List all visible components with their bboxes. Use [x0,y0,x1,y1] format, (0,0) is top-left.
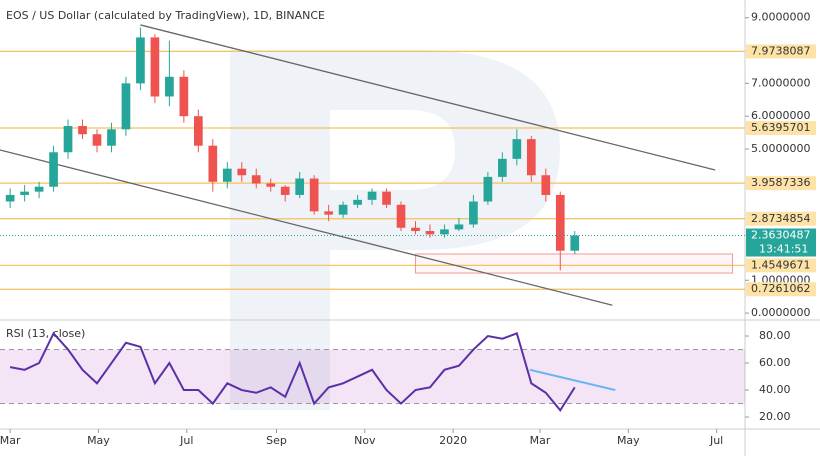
level-label-bg [746,258,816,273]
x-tick-label: 2020 [439,434,467,447]
level-label-bg [746,176,816,191]
x-tick-label: Jul [179,434,193,447]
candle-body [136,37,145,84]
x-tick-label: Mar [0,434,21,447]
candle-body [150,37,160,97]
candle-body [165,76,174,97]
y-tick-label: 5.0000000 [751,142,811,155]
candle-body [469,201,478,225]
candle-body [411,227,420,232]
candle-body [280,186,290,195]
level-label: 1.4549671 [751,258,811,271]
candle-body [208,145,218,182]
level-label: 2.8734854 [751,212,811,225]
y-tick-label: 60.00 [759,356,791,369]
candle-body [555,194,565,251]
x-tick-label: Mar [530,434,551,447]
y-tick-label: 80.00 [759,329,791,342]
candle-body [222,168,232,182]
candle-body [570,235,580,251]
candle-body [34,186,44,192]
candle-body [92,134,102,146]
level-label: 3.9587336 [751,176,811,189]
x-tick-label: May [617,434,640,447]
candle-body [266,183,276,187]
candle-body [63,126,73,153]
candle-body [251,175,261,184]
level-label-bg [746,211,816,226]
x-tick-label: Jul [709,434,723,447]
candle-body [324,211,333,215]
last-price-label: 2.3630487 [751,229,811,242]
level-label: 0.7261062 [751,282,811,295]
y-tick-label: 7.0000000 [751,76,811,89]
candle-body [382,191,391,205]
candle-body [295,178,305,195]
trend-line [0,149,613,306]
candle-body [5,194,15,202]
level-label: 5.6395701 [751,121,811,134]
countdown-label: 13:41:51 [759,243,808,256]
candle-body [526,139,536,176]
trend-line [529,368,616,392]
candle-body [541,175,551,195]
trend-line [140,24,716,171]
candle-body [20,191,29,195]
level-label-bg [746,282,816,297]
candle-body [440,229,449,235]
candle-body [107,129,116,146]
candle-body [179,76,189,117]
candle-body [237,168,247,176]
candle-body [498,158,507,177]
candle-body [454,224,464,230]
candle-body [425,231,435,235]
chart-title: EOS / US Dollar (calculated by TradingVi… [6,9,325,22]
rsi-band [0,349,745,404]
x-tick-label: Nov [354,434,376,447]
rsi-line [9,331,576,413]
candle-body [512,139,522,159]
y-tick-label: 6.0000000 [751,109,811,122]
candle-body [338,204,348,215]
candle-body [396,204,406,228]
y-tick-label: 20.00 [759,410,791,423]
candle-body [309,178,319,212]
y-tick-label: 9.0000000 [751,11,811,24]
candle-body [367,191,377,200]
candle-body [193,116,203,146]
rsi-title: RSI (13, close) [6,327,85,340]
candle-body [483,176,493,202]
candle-body [121,83,131,130]
range-box [414,253,734,274]
y-tick-label: 40.00 [759,383,791,396]
candle-body [78,126,87,135]
level-label-bg [746,121,816,136]
last-price-bg [746,228,816,257]
candle-body [49,152,58,187]
level-label: 7.9738087 [751,44,811,57]
x-tick-label: Sep [266,434,287,447]
y-tick-label: 0.0000000 [751,306,811,319]
level-label-bg [746,44,816,59]
candle-body [353,199,362,205]
x-tick-label: May [87,434,110,447]
